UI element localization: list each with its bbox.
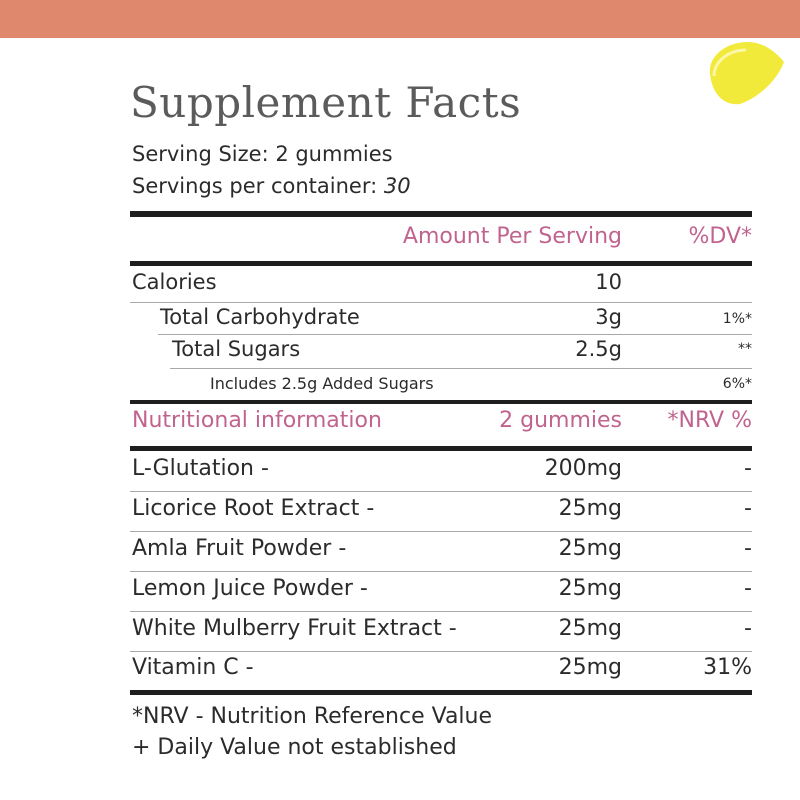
nutrition-info-label: Nutritional information (132, 408, 382, 433)
divider (130, 651, 752, 652)
ingredient-row: Vitamin C - 25mg 31% (132, 655, 752, 680)
rule-thick-bottom (130, 690, 752, 695)
fact-row-added-sugars: Includes 2.5g Added Sugars 6%* (210, 374, 752, 393)
serving-size: Serving Size: 2 gummies (132, 142, 393, 166)
fact-row-calories: Calories 10 (132, 270, 622, 294)
ingredient-row: Amla Fruit Powder - 25mg - (132, 536, 752, 561)
rule-thick-3 (130, 400, 752, 404)
page-title: Supplement Facts (130, 78, 522, 127)
ingredient-row: Licorice Root Extract - 25mg - (132, 496, 752, 521)
nrv-label: *NRV % (667, 408, 753, 433)
divider (170, 368, 752, 369)
dv-label: %DV* (688, 224, 752, 249)
divider (130, 491, 752, 492)
footnote-daily-value: + Daily Value not established (132, 735, 457, 760)
ingredient-row: L-Glutation - 200mg - (132, 456, 752, 481)
ingredient-row: Lemon Juice Powder - 25mg - (132, 576, 752, 601)
servings-count: 30 (383, 174, 411, 198)
fact-row-total-sugars: Total Sugars 2.5g ** (172, 337, 752, 361)
ingredient-row: White Mulberry Fruit Extract - 25mg - (132, 616, 752, 641)
amount-header-row: Amount Per Serving %DV* (130, 224, 752, 256)
fact-row-total-carbohydrate: Total Carbohydrate 3g 1%* (160, 305, 752, 329)
lemon-slice-icon (709, 42, 784, 105)
nutrition-amount-label: 2 gummies (499, 408, 622, 433)
divider (158, 334, 752, 335)
top-color-band (0, 0, 800, 38)
divider (130, 571, 752, 572)
rule-thick-2 (130, 261, 752, 266)
rule-thick-4 (130, 446, 752, 451)
divider (130, 611, 752, 612)
divider (130, 302, 752, 303)
rule-thick-top (130, 211, 752, 217)
servings-per-container: Servings per container: 30 (132, 174, 411, 198)
footnote-nrv: *NRV - Nutrition Reference Value (132, 704, 493, 729)
amount-per-serving-label: Amount Per Serving (402, 224, 622, 249)
nutrition-header-row: Nutritional information 2 gummies *NRV % (130, 408, 752, 440)
divider (130, 531, 752, 532)
